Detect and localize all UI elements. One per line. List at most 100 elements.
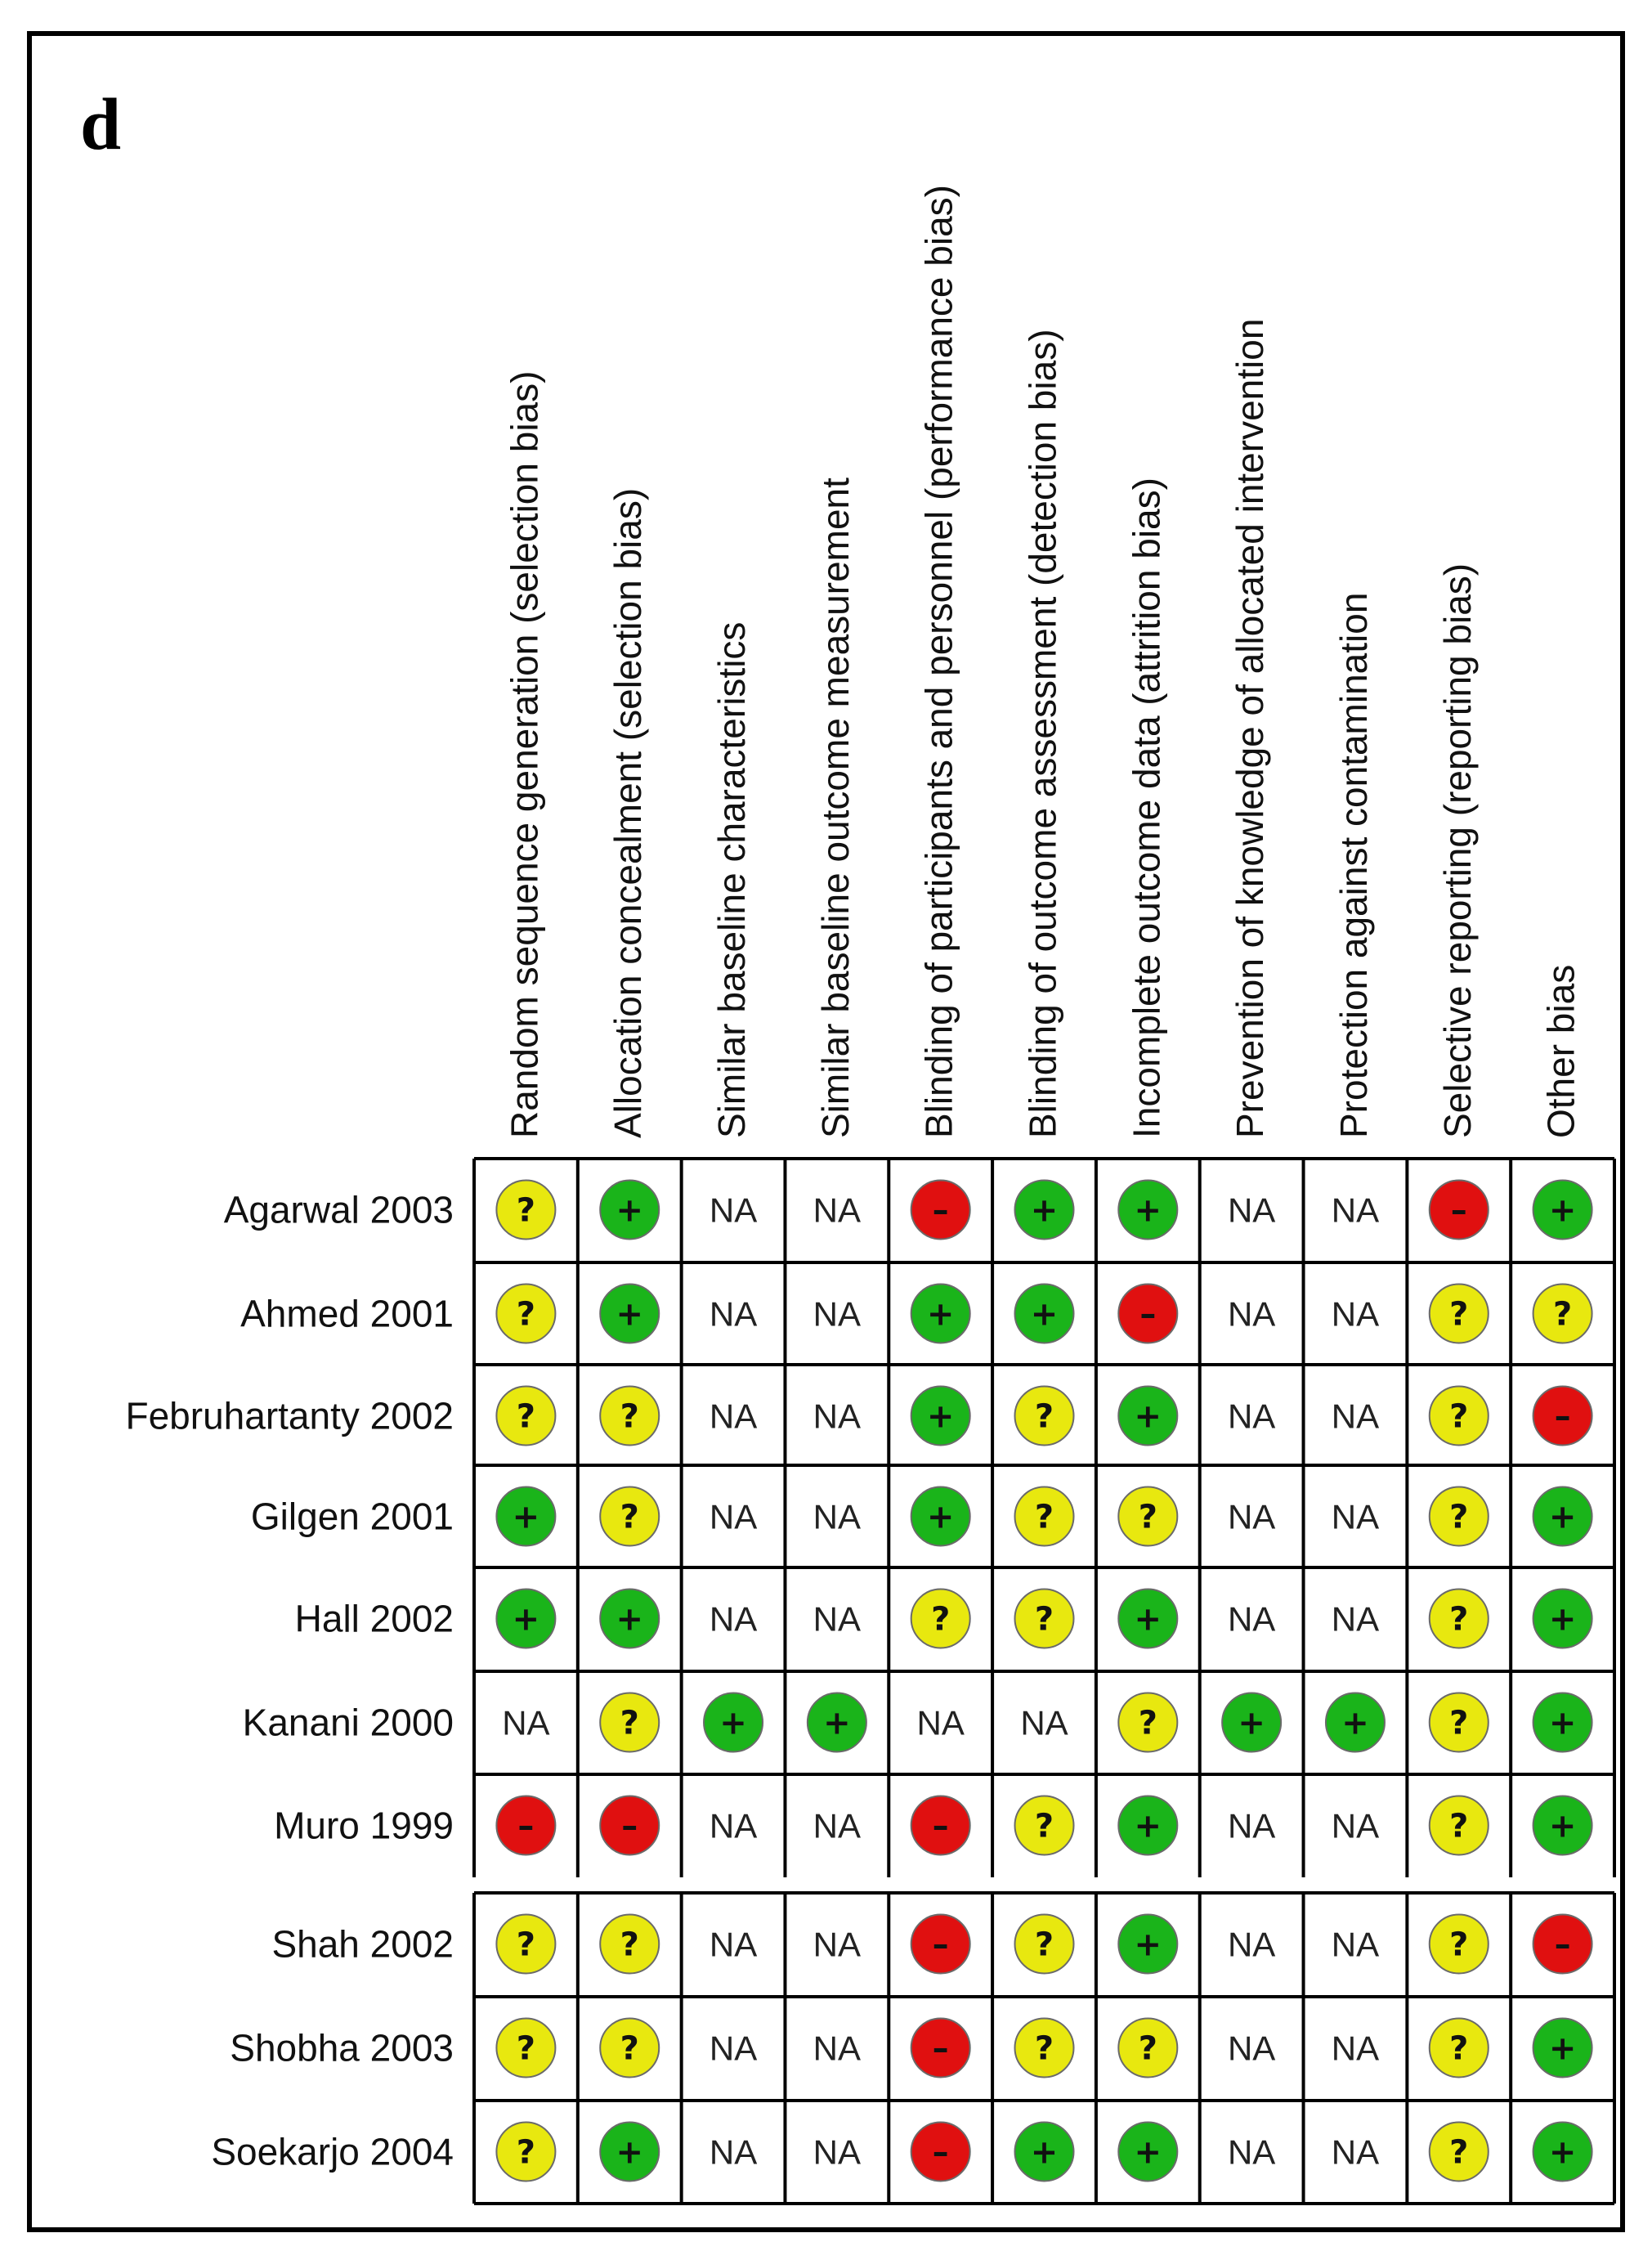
figure-frame	[27, 31, 1625, 2232]
unclear-risk-icon	[1117, 1486, 1179, 1547]
low-risk-icon	[1532, 1588, 1593, 1649]
unclear-risk-icon	[1014, 1795, 1075, 1856]
unclear-risk-icon	[910, 1588, 971, 1649]
low-risk-icon	[1117, 1913, 1179, 1975]
high-risk-icon	[1532, 1385, 1593, 1446]
na-cell: NA	[1332, 1191, 1379, 1230]
na-cell: NA	[1228, 1191, 1275, 1230]
unclear-risk-icon-symbol: ?	[1035, 1601, 1054, 1639]
high-risk-icon-symbol: –	[517, 1808, 534, 1845]
high-risk-icon	[910, 1913, 971, 1975]
na-cell: NA	[1332, 2133, 1379, 2172]
na-cell: NA	[1228, 1807, 1275, 1845]
low-risk-icon-symbol: +	[1135, 1926, 1162, 1964]
study-label: Agarwal 2003	[224, 1189, 454, 1231]
na-cell: NA	[813, 1295, 861, 1334]
low-risk-icon	[910, 1486, 971, 1547]
high-risk-icon-symbol: –	[1555, 1398, 1571, 1436]
low-risk-icon-symbol: +	[927, 1296, 955, 1334]
column-header: Blinding of outcome assessment (detectio…	[1022, 329, 1064, 1138]
high-risk-icon-symbol: –	[933, 2030, 949, 2068]
unclear-risk-icon-symbol: ?	[1449, 1296, 1468, 1334]
low-risk-icon-symbol: +	[927, 1499, 955, 1536]
na-cell: NA	[1332, 1397, 1379, 1436]
column-header: Selective reporting (reporting bias)	[1436, 563, 1479, 1138]
low-risk-icon-symbol: +	[1549, 1808, 1577, 1845]
na-cell: NA	[710, 2029, 757, 2068]
unclear-risk-icon	[1117, 2017, 1179, 2078]
high-risk-icon-symbol: –	[1139, 1296, 1156, 1334]
column-header: Other bias	[1540, 965, 1583, 1138]
na-cell: NA	[1332, 1807, 1379, 1845]
na-cell: NA	[1332, 1926, 1379, 1964]
low-risk-icon-symbol: +	[616, 1296, 643, 1334]
unclear-risk-icon	[599, 1913, 660, 1975]
low-risk-icon	[1117, 1385, 1179, 1446]
low-risk-icon	[599, 1283, 660, 1344]
unclear-risk-icon-symbol: ?	[517, 1926, 535, 1964]
low-risk-icon-symbol: +	[1135, 1808, 1162, 1845]
unclear-risk-icon	[1428, 1385, 1489, 1446]
study-label: Gilgen 2001	[251, 1495, 454, 1538]
low-risk-icon-symbol: +	[1238, 1705, 1265, 1742]
low-risk-icon-symbol: +	[1031, 1192, 1059, 1230]
low-risk-icon-symbol: +	[1341, 1705, 1369, 1742]
unclear-risk-icon	[1014, 1913, 1075, 1975]
unclear-risk-icon-symbol: ?	[1553, 1296, 1572, 1334]
na-cell: NA	[710, 1295, 757, 1334]
unclear-risk-icon	[1014, 1385, 1075, 1446]
low-risk-icon-symbol: +	[1549, 2134, 1577, 2172]
low-risk-icon	[1117, 1179, 1179, 1240]
low-risk-icon	[599, 1179, 660, 1240]
unclear-risk-icon-symbol: ?	[1035, 1499, 1054, 1536]
na-cell: NA	[917, 1704, 965, 1742]
unclear-risk-icon-symbol: ?	[1449, 1705, 1468, 1742]
low-risk-icon	[1532, 1179, 1593, 1240]
column-header: Protection against contamination	[1332, 593, 1375, 1138]
low-risk-icon	[1532, 1795, 1593, 1856]
unclear-risk-icon-symbol: ?	[1035, 2030, 1054, 2068]
na-cell: NA	[1228, 2029, 1275, 2068]
unclear-risk-icon	[495, 1283, 557, 1344]
unclear-risk-icon	[495, 2017, 557, 2078]
high-risk-icon-symbol: –	[933, 1926, 949, 1964]
high-risk-icon-symbol: –	[933, 2134, 949, 2172]
na-cell: NA	[813, 1397, 861, 1436]
unclear-risk-icon	[1428, 1588, 1489, 1649]
unclear-risk-icon	[1014, 1486, 1075, 1547]
high-risk-icon-symbol: –	[933, 1192, 949, 1230]
study-label: Shah 2002	[271, 1923, 454, 1966]
column-header: Random sequence generation (selection bi…	[503, 371, 545, 1138]
na-cell: NA	[813, 1600, 861, 1639]
low-risk-icon	[1532, 2121, 1593, 2182]
low-risk-icon-symbol: +	[1549, 2030, 1577, 2068]
na-cell: NA	[710, 1926, 757, 1964]
na-cell: NA	[813, 1191, 861, 1230]
study-label: Ahmed 2001	[240, 1293, 454, 1335]
unclear-risk-icon	[1014, 1588, 1075, 1649]
high-risk-icon	[910, 1179, 971, 1240]
na-cell: NA	[710, 1807, 757, 1845]
panel-label: d	[80, 84, 122, 165]
unclear-risk-icon-symbol: ?	[1139, 1499, 1157, 1536]
unclear-risk-icon	[1428, 1795, 1489, 1856]
unclear-risk-icon	[599, 1692, 660, 1753]
column-header: Allocation concealment (selection bias)	[607, 488, 649, 1138]
low-risk-icon-symbol: +	[927, 1398, 955, 1436]
na-cell: NA	[502, 1704, 549, 1742]
na-cell: NA	[1332, 1295, 1379, 1334]
unclear-risk-icon-symbol: ?	[517, 2134, 535, 2172]
unclear-risk-icon-symbol: ?	[620, 1398, 639, 1436]
unclear-risk-icon-symbol: ?	[1449, 2030, 1468, 2068]
high-risk-icon	[1532, 1913, 1593, 1975]
na-cell: NA	[710, 1600, 757, 1639]
column-header: Similar baseline outcome measurement	[814, 478, 857, 1138]
unclear-risk-icon	[599, 1486, 660, 1547]
unclear-risk-icon-symbol: ?	[517, 1296, 535, 1334]
high-risk-icon	[910, 2017, 971, 2078]
low-risk-icon	[806, 1692, 867, 1753]
unclear-risk-icon-symbol: ?	[931, 1601, 950, 1639]
unclear-risk-icon	[1428, 1486, 1489, 1547]
na-cell: NA	[813, 1926, 861, 1964]
